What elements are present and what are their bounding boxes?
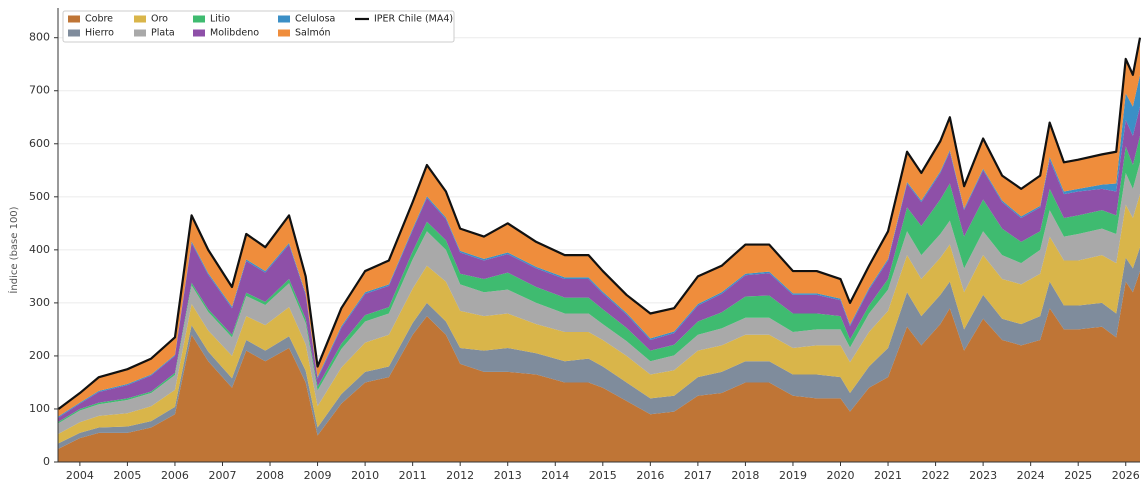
x-tick-label: 2017 (684, 469, 712, 482)
legend-label: Cobre (85, 14, 113, 25)
x-tick-label: 2023 (969, 469, 997, 482)
x-tick-label: 2022 (922, 469, 950, 482)
x-tick-label: 2018 (731, 469, 759, 482)
legend-swatch (134, 15, 146, 23)
legend-swatch (278, 29, 290, 37)
x-tick-label: 2007 (208, 469, 236, 482)
legend-label: Plata (151, 28, 175, 39)
legend-swatch (193, 15, 205, 23)
x-tick-label: 2014 (541, 469, 569, 482)
x-tick-label: 2012 (446, 469, 474, 482)
legend-swatch (278, 15, 290, 23)
x-tick-label: 2024 (1017, 469, 1045, 482)
area (58, 162, 1141, 434)
x-tick-label: 2025 (1064, 469, 1092, 482)
area (58, 247, 1141, 449)
x-tick-label: 2006 (161, 469, 189, 482)
x-tick-label: 2011 (399, 469, 427, 482)
legend-label: Molibdeno (210, 28, 259, 39)
x-tick-label: 2010 (351, 469, 379, 482)
y-tick-label: 500 (29, 190, 50, 203)
area (58, 106, 1141, 422)
legend-label: Oro (151, 14, 168, 25)
legend-label: Litio (210, 14, 230, 25)
x-tick-label: 2019 (779, 469, 807, 482)
legend-swatch (134, 29, 146, 37)
x-tick-label: 2016 (636, 469, 664, 482)
y-tick-label: 100 (29, 402, 50, 415)
legend-swatch (68, 15, 80, 23)
y-tick-label: 600 (29, 137, 50, 150)
area (58, 194, 1141, 444)
x-tick-label: 2020 (827, 469, 855, 482)
y-tick-label: 300 (29, 296, 50, 309)
legend-swatch (68, 29, 80, 37)
y-tick-label: 800 (29, 31, 50, 44)
legend-label: Celulosa (295, 14, 335, 25)
y-axis-label: Índice (base 100) (7, 206, 20, 293)
y-tick-label: 200 (29, 349, 50, 362)
x-tick-label: 2015 (589, 469, 617, 482)
area (58, 271, 1141, 462)
legend-label: IPER Chile (MA4) (374, 14, 453, 25)
x-tick-label: 2009 (304, 469, 332, 482)
y-tick-label: 0 (43, 455, 50, 468)
y-tick-label: 700 (29, 84, 50, 97)
x-tick-label: 2013 (494, 469, 522, 482)
x-tick-label: 2008 (256, 469, 284, 482)
legend-label: Salmón (295, 28, 331, 39)
line (57, 37, 1142, 410)
legend-swatch (193, 29, 205, 37)
legend-label: Hierro (85, 28, 114, 39)
x-tick-label: 2004 (66, 469, 94, 482)
legend: Cobre Hierro Oro Plata Litio Molibdeno Celulos… (62, 10, 455, 43)
x-tick-label: 2026 (1112, 469, 1140, 482)
x-tick-label: 2005 (113, 469, 141, 482)
x-tick-label: 2021 (874, 469, 902, 482)
y-tick-label: 400 (29, 243, 50, 256)
